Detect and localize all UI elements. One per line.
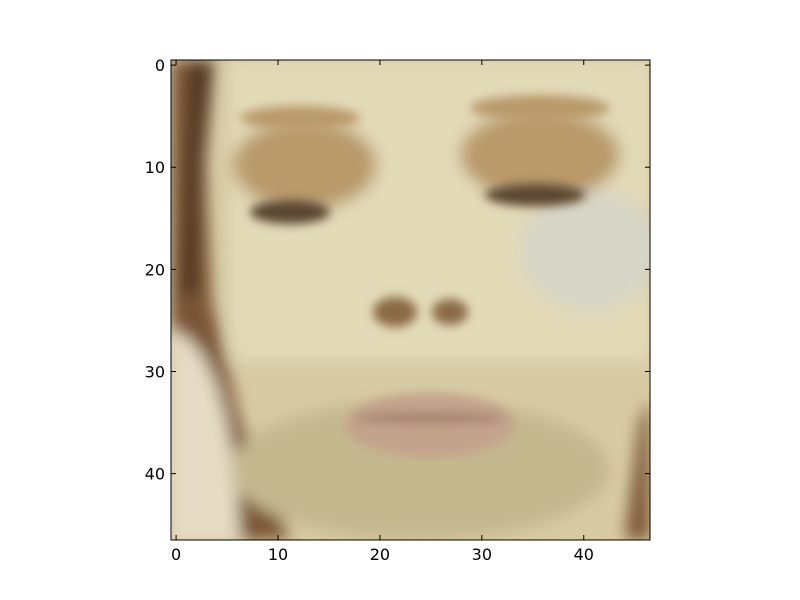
x-tick-label: 30: [472, 545, 492, 564]
x-tick-label: 20: [370, 545, 390, 564]
hair-right: [625, 400, 650, 540]
y-tick-label: 40: [145, 465, 165, 484]
right-eyelid: [485, 184, 585, 206]
hair-strand: [180, 60, 212, 300]
right-nostril: [432, 299, 468, 325]
y-tick-label: 30: [145, 362, 165, 381]
right-cheek: [520, 190, 650, 310]
shoulder: [171, 330, 240, 540]
axes-frame: [170, 59, 651, 541]
x-tick-label: 0: [171, 545, 181, 564]
y-tick-label: 20: [145, 260, 165, 279]
x-axis: 0 10 20 30 40: [171, 60, 594, 564]
left-eye-socket: [233, 120, 377, 210]
y-axis: 0 10 20 30 40: [145, 56, 650, 484]
y-tick-label: 0: [155, 56, 165, 75]
lip-line: [355, 412, 505, 424]
left-nostril: [373, 297, 417, 327]
cheek-shadow: [230, 400, 610, 540]
face-image: [171, 60, 650, 540]
y-tick-label: 10: [145, 158, 165, 177]
left-eyelid: [250, 200, 330, 224]
left-eyebrow: [240, 106, 360, 130]
right-eye-socket: [460, 110, 620, 200]
right-eyebrow: [470, 95, 610, 121]
lips: [345, 393, 515, 457]
x-tick-label: 40: [574, 545, 594, 564]
left-cheek: [250, 230, 370, 330]
x-tick-label: 10: [268, 545, 288, 564]
